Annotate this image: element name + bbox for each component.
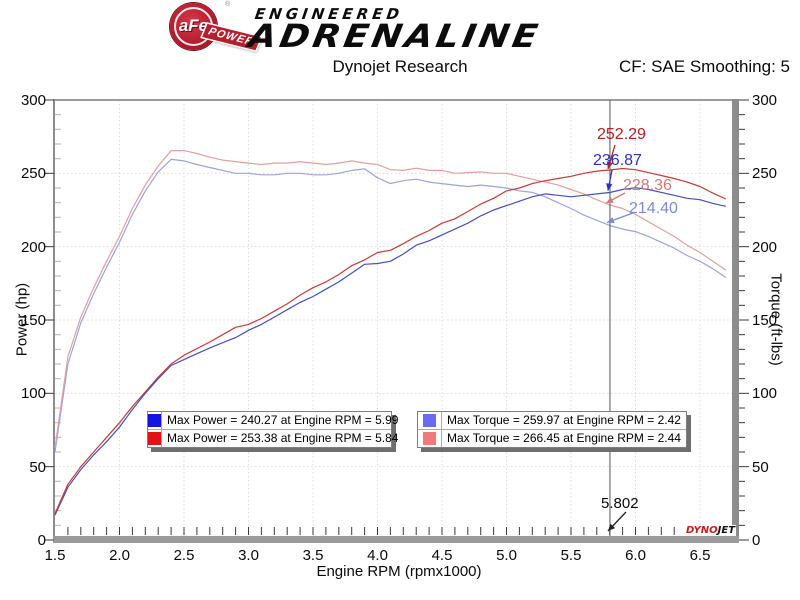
dynojet-watermark-dyno: DYNO (686, 525, 718, 536)
curve-power-blue (54, 187, 726, 516)
legend-row: Max Power = 240.27 at Engine RPM = 5.99 (148, 412, 398, 429)
legend-text: Max Torque = 266.45 at Engine RPM = 2.44 (447, 431, 681, 445)
readout-torque-red: 228.36 (623, 177, 672, 194)
plot-border-bottom (53, 536, 739, 543)
readout-arrow-torque-red-head (605, 196, 614, 204)
readout-power-red: 252.29 (597, 126, 646, 143)
legend-swatch-power-blue (148, 414, 161, 427)
legend-text: Max Power = 240.27 at Engine RPM = 5.99 (167, 413, 399, 427)
legend-swatch-torque-blue (423, 414, 436, 427)
curve-torque-red (54, 150, 727, 448)
readout-arrow-power-blue-head (606, 183, 613, 191)
readout-arrow-torque-blue-head (606, 217, 615, 224)
x-axis-title: Engine RPM (rpmx1000) (316, 563, 482, 580)
readout-power-blue: 236.87 (593, 152, 642, 169)
legend-power-box: Max Power = 240.27 at Engine RPM = 5.99 … (147, 411, 398, 448)
y-axis-title-right: Torque (ft-lbs) (767, 273, 785, 366)
readout-arrow-power-red-head (606, 161, 614, 169)
registered-mark: ® (225, 1, 231, 8)
legend-row: Max Torque = 259.97 at Engine RPM = 2.42 (418, 412, 686, 429)
plot-border-right (732, 99, 739, 543)
legend-torque-box: Max Torque = 259.97 at Engine RPM = 2.42… (417, 411, 687, 448)
y-axis-title-left: Power (hp) (13, 282, 31, 357)
readout-torque-blue: 214.40 (629, 200, 678, 217)
smoothing-label: CF: SAE Smoothing: 5 (618, 57, 790, 76)
curve-power-red (54, 167, 727, 514)
dynojet-watermark: DYNOJET (685, 525, 737, 536)
curve-torque-blue (54, 158, 727, 453)
legend: Max Power = 240.27 at Engine RPM = 5.99 … (147, 411, 687, 448)
dynojet-watermark-jet: JET (717, 525, 736, 536)
cursor-rpm-value: 5.802 (601, 495, 639, 512)
legend-swatch-torque-red (423, 432, 436, 445)
legend-swatch-power-red (148, 432, 161, 445)
legend-row: Max Torque = 266.45 at Engine RPM = 2.44 (418, 429, 686, 447)
cursor-arrow-head (607, 523, 616, 531)
legend-text: Max Power = 253.38 at Engine RPM = 5.84 (167, 431, 399, 445)
legend-row: Max Power = 253.38 at Engine RPM = 5.84 (148, 429, 398, 447)
chart-title: Dynojet Research (332, 57, 468, 76)
legend-text: Max Torque = 259.97 at Engine RPM = 2.42 (447, 413, 681, 427)
afe-badge-text: aFe (178, 16, 209, 35)
